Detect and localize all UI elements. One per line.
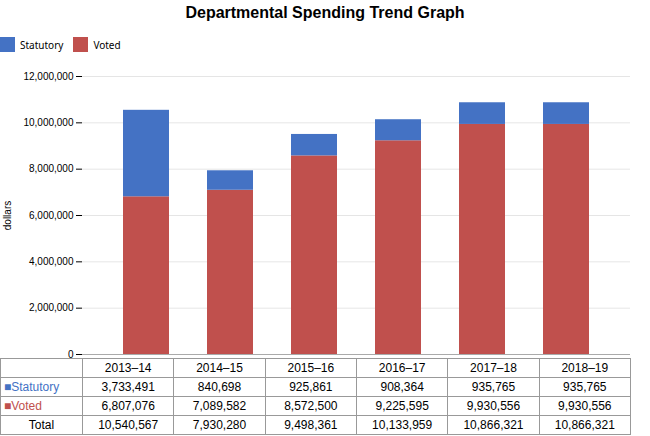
html-text:9,930,556: 9,930,556 <box>466 399 521 413</box>
svg-text:6,000,000: 6,000,000 <box>29 210 74 221</box>
html-text:Statutory: Statutory <box>20 37 64 52</box>
html-text:10,540,567: 10,540,567 <box>98 418 159 432</box>
html-text:840,698: 840,698 <box>197 380 242 394</box>
svg-text:2,000,000: 2,000,000 <box>29 302 74 313</box>
html-text:2018–19: 2018–19 <box>561 361 609 375</box>
html-text:2017–18: 2017–18 <box>470 361 517 375</box>
html-text:6,807,076: 6,807,076 <box>101 399 155 413</box>
html-text:9,225,595: 9,225,595 <box>375 399 429 413</box>
svg-text:8,000,000: 8,000,000 <box>29 163 74 174</box>
html-text:■Statutory: ■Statutory <box>4 380 60 394</box>
svg-text:4,000,000: 4,000,000 <box>29 256 74 267</box>
html-text:2014–15: 2014–15 <box>196 361 243 375</box>
svg-text:dollars: dollars <box>2 201 13 230</box>
html-text:■Voted: ■Voted <box>4 399 42 413</box>
html-text:2016–17: 2016–17 <box>378 361 426 375</box>
html-text:10,866,321: 10,866,321 <box>463 418 524 432</box>
html-text:10,866,321: 10,866,321 <box>554 418 615 432</box>
html-text:935,765: 935,765 <box>563 380 607 394</box>
html-text:3,733,491: 3,733,491 <box>101 380 155 394</box>
html-text:9,498,361: 9,498,361 <box>284 418 338 432</box>
html-text:2013–14: 2013–14 <box>104 361 152 375</box>
html-text:7,930,280: 7,930,280 <box>192 418 247 432</box>
html-text:8,572,500: 8,572,500 <box>284 399 338 413</box>
html-text:7,089,582: 7,089,582 <box>192 399 247 413</box>
html-text:10,133,959: 10,133,959 <box>372 418 433 432</box>
html-text:925,861: 925,861 <box>289 380 333 394</box>
svg-text:10,000,000: 10,000,000 <box>23 117 73 128</box>
svg-text:12,000,000: 12,000,000 <box>23 71 73 82</box>
html-text:Total: Total <box>28 418 55 432</box>
svg-text:0: 0 <box>68 349 74 358</box>
html-text:Departmental Spending Trend Gr: Departmental Spending Trend Graph <box>185 4 465 21</box>
html-text:2015–16: 2015–16 <box>287 361 335 375</box>
html-text:Voted: Voted <box>93 37 121 52</box>
html-text:935,765: 935,765 <box>471 380 516 394</box>
html-text:9,930,556: 9,930,556 <box>558 399 612 413</box>
html-text:908,364: 908,364 <box>380 380 424 394</box>
